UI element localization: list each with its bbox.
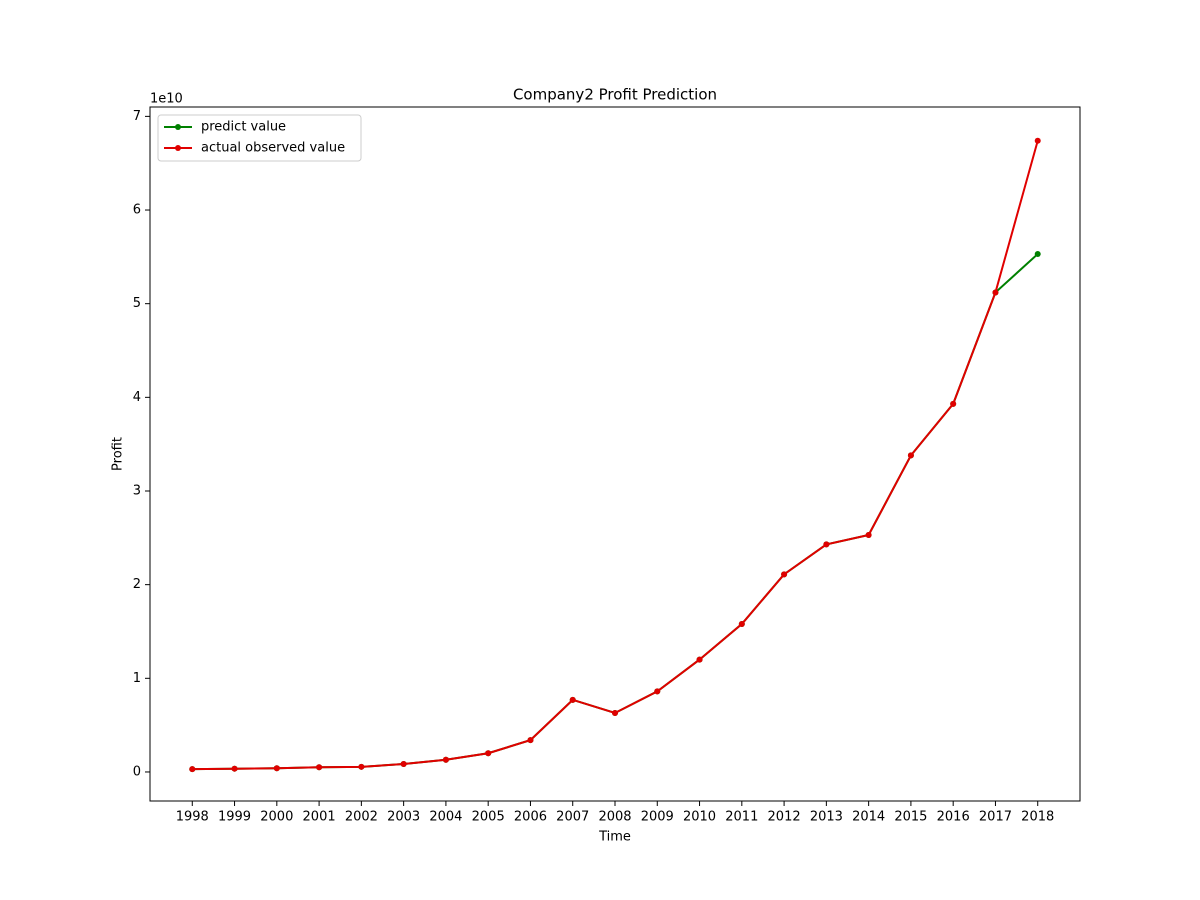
y-tick-label: 0 [133, 764, 141, 779]
y-axis-label: Profit [111, 437, 126, 471]
x-tick-label: 2016 [937, 810, 970, 825]
point [442, 756, 449, 763]
legend-label: predict value [201, 120, 286, 135]
y-tick-label: 5 [133, 296, 141, 311]
chart-title: Company2 Profit Prediction [513, 86, 717, 104]
y-tick-label: 3 [133, 483, 141, 498]
y-tick-label: 2 [133, 577, 141, 592]
x-tick-label: 2018 [1021, 810, 1054, 825]
x-tick-label: 2006 [514, 810, 547, 825]
x-tick-label: 2013 [810, 810, 843, 825]
x-tick-label: 1998 [176, 810, 209, 825]
y-tick-label: 7 [133, 109, 141, 124]
point [992, 289, 999, 296]
point [654, 688, 661, 695]
point [231, 765, 238, 772]
x-tick-label: 2010 [683, 810, 716, 825]
point [527, 737, 534, 744]
x-tick-label: 2002 [345, 810, 378, 825]
x-tick-label: 2009 [641, 810, 674, 825]
point [189, 766, 196, 773]
x-tick-label: 2003 [387, 810, 420, 825]
x-tick-label: 1999 [218, 810, 251, 825]
point [865, 532, 872, 539]
point [1034, 251, 1041, 258]
point [1034, 137, 1041, 144]
point [823, 541, 830, 548]
point [569, 696, 576, 703]
plot-frame [149, 106, 1081, 802]
legend-marker [175, 124, 181, 130]
point [485, 750, 492, 757]
x-tick-label: 2011 [725, 810, 758, 825]
x-tick-label: 2000 [260, 810, 293, 825]
legend-marker [175, 145, 181, 151]
x-tick-label: 2014 [852, 810, 885, 825]
point [273, 765, 280, 772]
point [696, 656, 703, 663]
point [316, 764, 323, 771]
x-axis-label: Time [598, 830, 631, 845]
y-offset-label: 1e10 [150, 92, 183, 107]
x-tick-label: 2004 [429, 810, 462, 825]
x-tick-label: 2008 [598, 810, 631, 825]
x-tick-label: 2017 [979, 810, 1012, 825]
y-tick-label: 1 [133, 671, 141, 686]
legend-label: actual observed value [201, 141, 345, 156]
x-tick-label: 2012 [768, 810, 801, 825]
x-tick-label: 2015 [894, 810, 927, 825]
point [738, 620, 745, 627]
x-tick-label: 2005 [472, 810, 505, 825]
x-tick-label: 2001 [303, 810, 336, 825]
point [907, 452, 914, 459]
point [781, 571, 788, 578]
point [950, 400, 957, 407]
legend-box [157, 114, 362, 162]
x-tick-label: 2007 [556, 810, 589, 825]
point [612, 709, 618, 716]
point [400, 761, 407, 768]
y-tick-label: 4 [133, 390, 141, 405]
point [358, 763, 365, 770]
y-tick-label: 6 [133, 203, 141, 218]
